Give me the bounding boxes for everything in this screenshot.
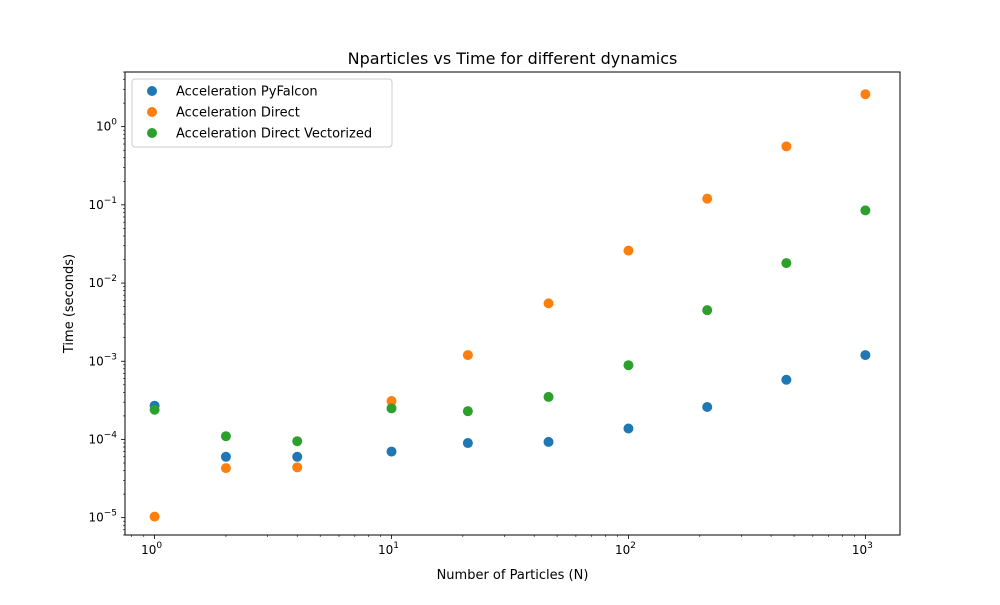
data-point xyxy=(623,360,634,371)
data-point xyxy=(702,305,713,316)
data-point xyxy=(702,402,713,413)
data-point xyxy=(462,350,473,361)
data-point xyxy=(781,374,792,385)
y-tick-label: 10−2 xyxy=(88,274,117,290)
y-tick-label: 10−4 xyxy=(88,430,117,446)
y-tick-label: 10−3 xyxy=(88,352,117,368)
data-point xyxy=(462,406,473,417)
data-point xyxy=(623,245,634,256)
data-point xyxy=(386,396,397,407)
series-1 xyxy=(149,350,871,462)
x-tick-label: 101 xyxy=(378,541,399,557)
data-point xyxy=(292,436,303,447)
data-point xyxy=(781,141,792,152)
data-point xyxy=(623,423,634,434)
legend-marker xyxy=(147,107,157,117)
legend-marker xyxy=(147,86,157,96)
series-3 xyxy=(149,205,871,447)
x-tick-label: 100 xyxy=(141,541,162,557)
x-tick-label: 103 xyxy=(852,541,873,557)
data-point xyxy=(543,391,554,402)
legend-label: Acceleration Direct Vectorized xyxy=(176,127,372,142)
data-point xyxy=(292,451,303,462)
x-axis-label: Number of Particles (N) xyxy=(437,568,589,583)
data-point xyxy=(543,436,554,447)
y-tick-label: 100 xyxy=(96,118,117,134)
data-point xyxy=(860,350,871,361)
data-point xyxy=(386,403,397,414)
series-2 xyxy=(149,89,871,522)
data-point xyxy=(860,89,871,100)
data-point xyxy=(781,258,792,269)
data-point xyxy=(292,462,303,473)
legend: Acceleration PyFalcon Acceleration Direct… xyxy=(131,78,393,148)
y-tick-label: 10−1 xyxy=(88,196,117,212)
y-axis-label: Time (seconds) xyxy=(62,254,77,354)
plot-area xyxy=(149,89,871,522)
legend-label: Acceleration Direct xyxy=(176,106,300,121)
data-point xyxy=(220,463,231,474)
data-point xyxy=(220,451,231,462)
y-tick-label: 10−5 xyxy=(88,509,117,525)
data-point xyxy=(220,431,231,442)
legend-marker xyxy=(147,128,157,138)
x-tick-label: 102 xyxy=(615,541,636,557)
chart-title: Nparticles vs Time for different dynamic… xyxy=(348,49,678,68)
data-point xyxy=(702,193,713,204)
data-point xyxy=(462,438,473,449)
plot-frame xyxy=(124,71,901,536)
legend-box xyxy=(131,78,393,148)
data-point xyxy=(860,205,871,216)
legend-label: Acceleration PyFalcon xyxy=(176,85,318,100)
data-point xyxy=(386,446,397,457)
data-point xyxy=(149,511,160,522)
data-point xyxy=(149,404,160,415)
data-point xyxy=(543,298,554,309)
